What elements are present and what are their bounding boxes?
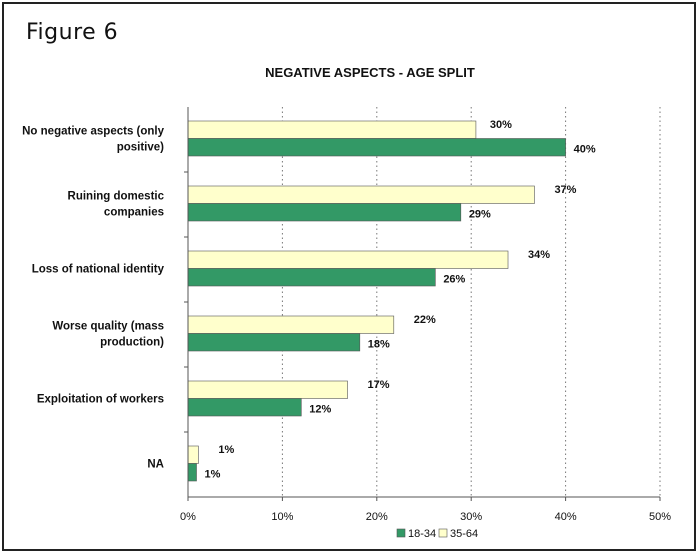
data-label-35-64-5: 1%	[218, 444, 234, 456]
figure-label: Figure 6	[26, 20, 119, 45]
x-tick-label: 40%	[555, 511, 577, 523]
x-tick-label: 0%	[180, 511, 196, 523]
bar-35-64-3	[187, 315, 395, 334]
legend-swatch-18-34	[396, 528, 406, 538]
data-label-18-34-2: 26%	[443, 274, 465, 286]
category-label: positive)	[117, 142, 164, 154]
bar-18-34-4	[187, 398, 302, 417]
data-label-35-64-1: 37%	[554, 184, 576, 196]
bar-18-34-3	[187, 333, 361, 352]
category-label: Worse quality (mass	[52, 321, 164, 333]
bar-18-34-1	[187, 203, 462, 222]
data-label-35-64-3: 22%	[414, 314, 436, 326]
category-label: Loss of national identity	[32, 264, 165, 276]
bar-35-64-2	[187, 250, 509, 269]
category-label: NA	[147, 459, 164, 471]
data-label-35-64-0: 30%	[490, 119, 512, 131]
legend-label-18-34: 18-34	[408, 528, 436, 540]
category-label: companies	[104, 207, 164, 219]
category-label: Ruining domestic	[68, 191, 165, 203]
x-tick-label: 10%	[271, 511, 293, 523]
bar-18-34-2	[187, 268, 436, 287]
bar-35-64-5	[187, 445, 199, 464]
bar-35-64-4	[187, 380, 348, 399]
data-label-18-34-4: 12%	[309, 404, 331, 416]
category-label: Exploitation of workers	[37, 394, 164, 406]
data-label-18-34-0: 40%	[574, 144, 596, 156]
bar-18-34-0	[187, 138, 566, 157]
legend-label-35-64: 35-64	[450, 528, 478, 540]
category-label: No negative aspects (only	[22, 126, 164, 138]
chart-title: NEGATIVE ASPECTS - AGE SPLIT	[265, 65, 475, 80]
bar-35-64-0	[187, 120, 477, 139]
data-label-18-34-1: 29%	[469, 209, 491, 221]
x-tick-label: 30%	[460, 511, 482, 523]
data-label-35-64-4: 17%	[368, 379, 390, 391]
data-label-18-34-5: 1%	[204, 469, 220, 481]
x-tick-label: 50%	[649, 511, 671, 523]
data-label-35-64-2: 34%	[528, 249, 550, 261]
bar-18-34-5	[187, 463, 197, 482]
data-label-18-34-3: 18%	[368, 339, 390, 351]
x-tick-label: 20%	[366, 511, 388, 523]
legend-swatch-35-64	[438, 528, 448, 538]
bar-35-64-1	[187, 185, 535, 204]
category-label: production)	[100, 337, 164, 349]
